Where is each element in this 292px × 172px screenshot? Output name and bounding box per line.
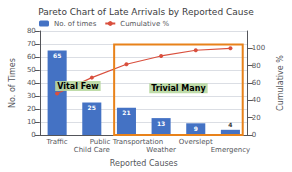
svg-text:25: 25	[88, 104, 96, 111]
svg-text:Vital Few: Vital Few	[57, 82, 99, 91]
svg-text:13: 13	[157, 120, 165, 127]
svg-text:Overslept: Overslept	[179, 138, 213, 146]
svg-text:No. of Times: No. of Times	[8, 58, 17, 108]
svg-text:Emergency: Emergency	[211, 146, 250, 154]
svg-text:60: 60	[252, 79, 261, 87]
svg-text:Cumulative %: Cumulative %	[276, 55, 285, 111]
svg-text:Reported Causes: Reported Causes	[110, 159, 178, 168]
svg-text:Trivial Many: Trivial Many	[151, 84, 206, 93]
svg-text:Pareto Chart of Late Arrivals: Pareto Chart of Late Arrivals by Reporte…	[38, 7, 254, 17]
svg-text:Traffic: Traffic	[46, 138, 68, 146]
svg-text:21: 21	[122, 109, 130, 116]
svg-text:40: 40	[252, 96, 261, 104]
svg-text:50: 50	[27, 66, 36, 74]
svg-text:100: 100	[252, 44, 265, 52]
svg-text:0: 0	[252, 131, 256, 139]
svg-text:0: 0	[31, 131, 35, 139]
svg-text:No. of times: No. of times	[54, 20, 97, 28]
svg-text:30: 30	[27, 92, 36, 100]
svg-text:Public Transportation: Public Transportation	[90, 138, 163, 146]
svg-text:80: 80	[252, 62, 261, 70]
svg-text:65: 65	[53, 52, 61, 59]
svg-text:80: 80	[27, 27, 36, 35]
svg-text:40: 40	[27, 79, 36, 87]
svg-text:60: 60	[27, 53, 36, 61]
svg-text:9: 9	[194, 125, 198, 132]
svg-text:20: 20	[252, 114, 261, 122]
svg-text:10: 10	[27, 118, 36, 126]
svg-text:70: 70	[27, 40, 36, 48]
svg-text:Child Care: Child Care	[74, 146, 110, 154]
svg-text:20: 20	[27, 105, 36, 113]
svg-text:Weather: Weather	[146, 146, 176, 154]
svg-text:4: 4	[228, 121, 232, 128]
svg-text:Cumulative %: Cumulative %	[120, 20, 169, 28]
